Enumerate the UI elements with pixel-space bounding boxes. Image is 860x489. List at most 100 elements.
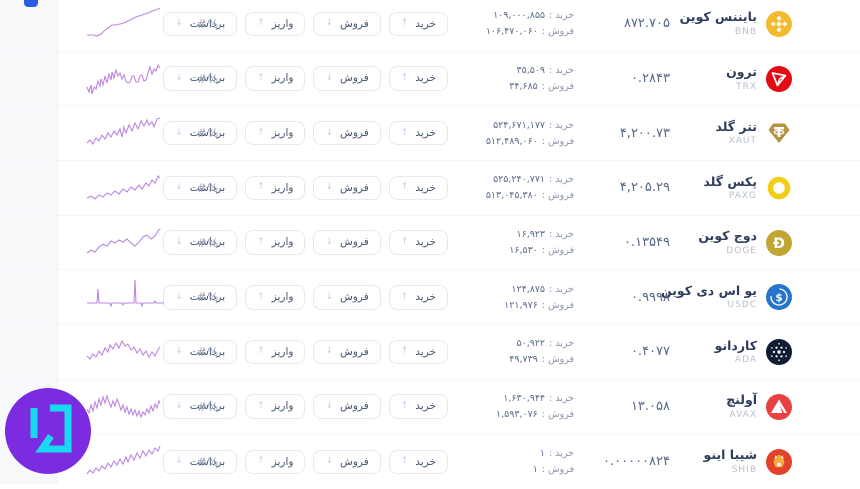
arrow-up-icon: ↑ (401, 347, 409, 356)
percent-change-placeholder: #% (180, 181, 236, 195)
deposit-button-label: واریز (272, 73, 294, 84)
deposit-button[interactable]: واریز ↑ (245, 12, 305, 37)
sell-quote-line: فروش : ۱۶,۵۳۰ (454, 245, 574, 256)
sell-button[interactable]: فروش ↓ (313, 340, 380, 365)
sell-button[interactable]: فروش ↓ (313, 176, 380, 201)
buy-quote-label: خرید : (549, 284, 574, 295)
coin-cell[interactable]: کاردانو ADA (670, 339, 792, 366)
row-action-buttons: خرید ↑ فروش ↓ واریز ↑ برداشت ↓ (236, 66, 448, 91)
table-row: ترون TRX ۰.۲۸۴۳ خرید : ۳۵,۵۰۹ فروش : ۳۴,… (0, 52, 860, 107)
sell-button-label: فروش (340, 401, 369, 412)
buy-button[interactable]: خرید ↑ (389, 450, 448, 475)
coin-cell[interactable]: $ یو اس دی کوین USDC (670, 284, 792, 311)
table-row: $ یو اس دی کوین USDC ۰.۹۹۹۸ خرید : ۱۲۴,۸… (0, 270, 860, 325)
deposit-button[interactable]: واریز ↑ (245, 394, 305, 419)
buy-quote-label: خرید : (549, 229, 574, 240)
sell-button[interactable]: فروش ↓ (313, 66, 380, 91)
sparkline-chart (88, 168, 180, 208)
deposit-button[interactable]: واریز ↑ (245, 66, 305, 91)
buy-quote-label: خرید : (549, 174, 574, 185)
table-row: پکس گلد PAXG ۴,۲۰۵.۲۹ خرید : ۵۲۵,۲۴۰,۷۷۱… (0, 161, 860, 216)
deposit-button-label: واریز (272, 457, 294, 468)
buy-button[interactable]: خرید ↑ (389, 230, 448, 255)
shib-coin-icon (766, 449, 792, 475)
coin-cell[interactable]: آولنچ AVAX (670, 393, 792, 420)
deposit-button[interactable]: واریز ↑ (245, 176, 305, 201)
deposit-button-label: واریز (272, 237, 294, 248)
sell-quote-label: فروش : (542, 81, 574, 92)
coin-price: ۱۳.۰۵۸ (574, 399, 670, 414)
coin-cell[interactable]: شیبا اینو SHIB (670, 448, 792, 475)
sell-quote-value: ۱,۵۹۳,۰۷۶ (496, 409, 538, 420)
deposit-button[interactable]: واریز ↑ (245, 230, 305, 255)
row-action-buttons: خرید ↑ فروش ↓ واریز ↑ برداشت ↓ (236, 340, 448, 365)
arrow-down-icon: ↓ (325, 19, 333, 28)
coin-cell[interactable]: Ð دوج کوین DOGE (670, 229, 792, 256)
sell-quote-label: فروش : (542, 136, 574, 147)
coin-price: ۰.۹۹۹۸ (574, 290, 670, 305)
sell-quote-line: فروش : ۵۱۳,۰۴۵,۳۸۰ (454, 190, 574, 201)
buy-button[interactable]: خرید ↑ (389, 285, 448, 310)
coin-cell[interactable]: پکس گلد PAXG (670, 175, 792, 202)
coin-price: ۰.۲۸۴۳ (574, 71, 670, 86)
coin-cell[interactable]: بایننس کوین BNB (670, 10, 792, 37)
row-action-buttons: خرید ↑ فروش ↓ واریز ↑ برداشت ↓ (236, 12, 448, 37)
deposit-button[interactable]: واریز ↑ (245, 340, 305, 365)
coin-name: کاردانو (715, 339, 757, 353)
coin-name: آولنچ (726, 393, 757, 407)
buy-button-label: خرید (415, 183, 436, 194)
table-row: آولنچ AVAX ۱۳.۰۵۸ خرید : ۱,۶۳۰,۹۴۴ فروش … (0, 380, 860, 435)
sell-quote-line: فروش : ۱۲۱,۹۷۶ (454, 300, 574, 311)
table-row: تتر گلد XAUT ۴,۲۰۰.۷۳ خرید : ۵۲۴,۶۷۱,۱۷۷… (0, 106, 860, 161)
arrow-down-icon: ↓ (325, 293, 333, 302)
arrow-down-icon: ↓ (325, 347, 333, 356)
sell-button[interactable]: فروش ↓ (313, 12, 380, 37)
trx-coin-icon (766, 66, 792, 92)
buy-button[interactable]: خرید ↑ (389, 66, 448, 91)
coin-name: بایننس کوین (680, 10, 757, 24)
sell-quote-value: ۴۹,۷۳۹ (509, 354, 538, 365)
buy-quote-label: خرید : (549, 393, 574, 404)
percent-change-placeholder: #% (180, 126, 236, 140)
table-row: Ð دوج کوین DOGE ۰.۱۳۵۴۹ خرید : ۱۶,۹۲۳ فر… (0, 216, 860, 271)
buy-quote-value: ۱۶,۹۲۳ (516, 229, 545, 240)
deposit-button[interactable]: واریز ↑ (245, 285, 305, 310)
sell-button[interactable]: فروش ↓ (313, 230, 380, 255)
arrow-up-icon: ↑ (401, 19, 409, 28)
sell-button[interactable]: فروش ↓ (313, 450, 380, 475)
arrow-up-icon: ↑ (401, 238, 409, 247)
arrow-down-icon: ↓ (325, 238, 333, 247)
buy-button[interactable]: خرید ↑ (389, 121, 448, 146)
arrow-down-icon: ↓ (325, 129, 333, 138)
buy-quote-value: ۵۰,۹۲۲ (516, 338, 545, 349)
svg-text:Ð: Ð (773, 236, 785, 252)
sell-button[interactable]: فروش ↓ (313, 285, 380, 310)
buy-sell-quotes: خرید : ۱۶,۹۲۳ فروش : ۱۶,۵۳۰ (448, 229, 574, 256)
sell-quote-label: فروش : (542, 409, 574, 420)
buy-button[interactable]: خرید ↑ (389, 176, 448, 201)
sparkline-chart (88, 223, 180, 263)
deposit-button[interactable]: واریز ↑ (245, 121, 305, 146)
buy-button-label: خرید (415, 19, 436, 30)
sparkline-chart (88, 59, 180, 99)
doge-coin-icon: Ð (766, 230, 792, 256)
arrow-up-icon: ↑ (401, 183, 409, 192)
buy-button[interactable]: خرید ↑ (389, 340, 448, 365)
coin-name: تتر گلد (715, 120, 757, 134)
buy-sell-quotes: خرید : ۱ فروش : ۱ (448, 448, 574, 475)
sell-button[interactable]: فروش ↓ (313, 121, 380, 146)
buy-button-label: خرید (415, 73, 436, 84)
deposit-button[interactable]: واریز ↑ (245, 450, 305, 475)
sell-quote-line: فروش : ۴۹,۷۳۹ (454, 354, 574, 365)
sell-button[interactable]: فروش ↓ (313, 394, 380, 419)
coin-price: ۰.۴۰۷۷ (574, 344, 670, 359)
percent-change-placeholder: #% (180, 455, 236, 469)
coin-cell[interactable]: تتر گلد XAUT (670, 120, 792, 147)
buy-quote-label: خرید : (549, 10, 574, 21)
coin-ticker: SHIB (704, 465, 757, 475)
buy-button[interactable]: خرید ↑ (389, 12, 448, 37)
coin-cell[interactable]: ترون TRX (670, 65, 792, 92)
buy-button[interactable]: خرید ↑ (389, 394, 448, 419)
sell-quote-value: ۵۱۲,۴۸۹,۰۶۰ (486, 136, 538, 147)
buy-sell-quotes: خرید : ۳۵,۵۰۹ فروش : ۳۴,۶۸۵ (448, 65, 574, 92)
